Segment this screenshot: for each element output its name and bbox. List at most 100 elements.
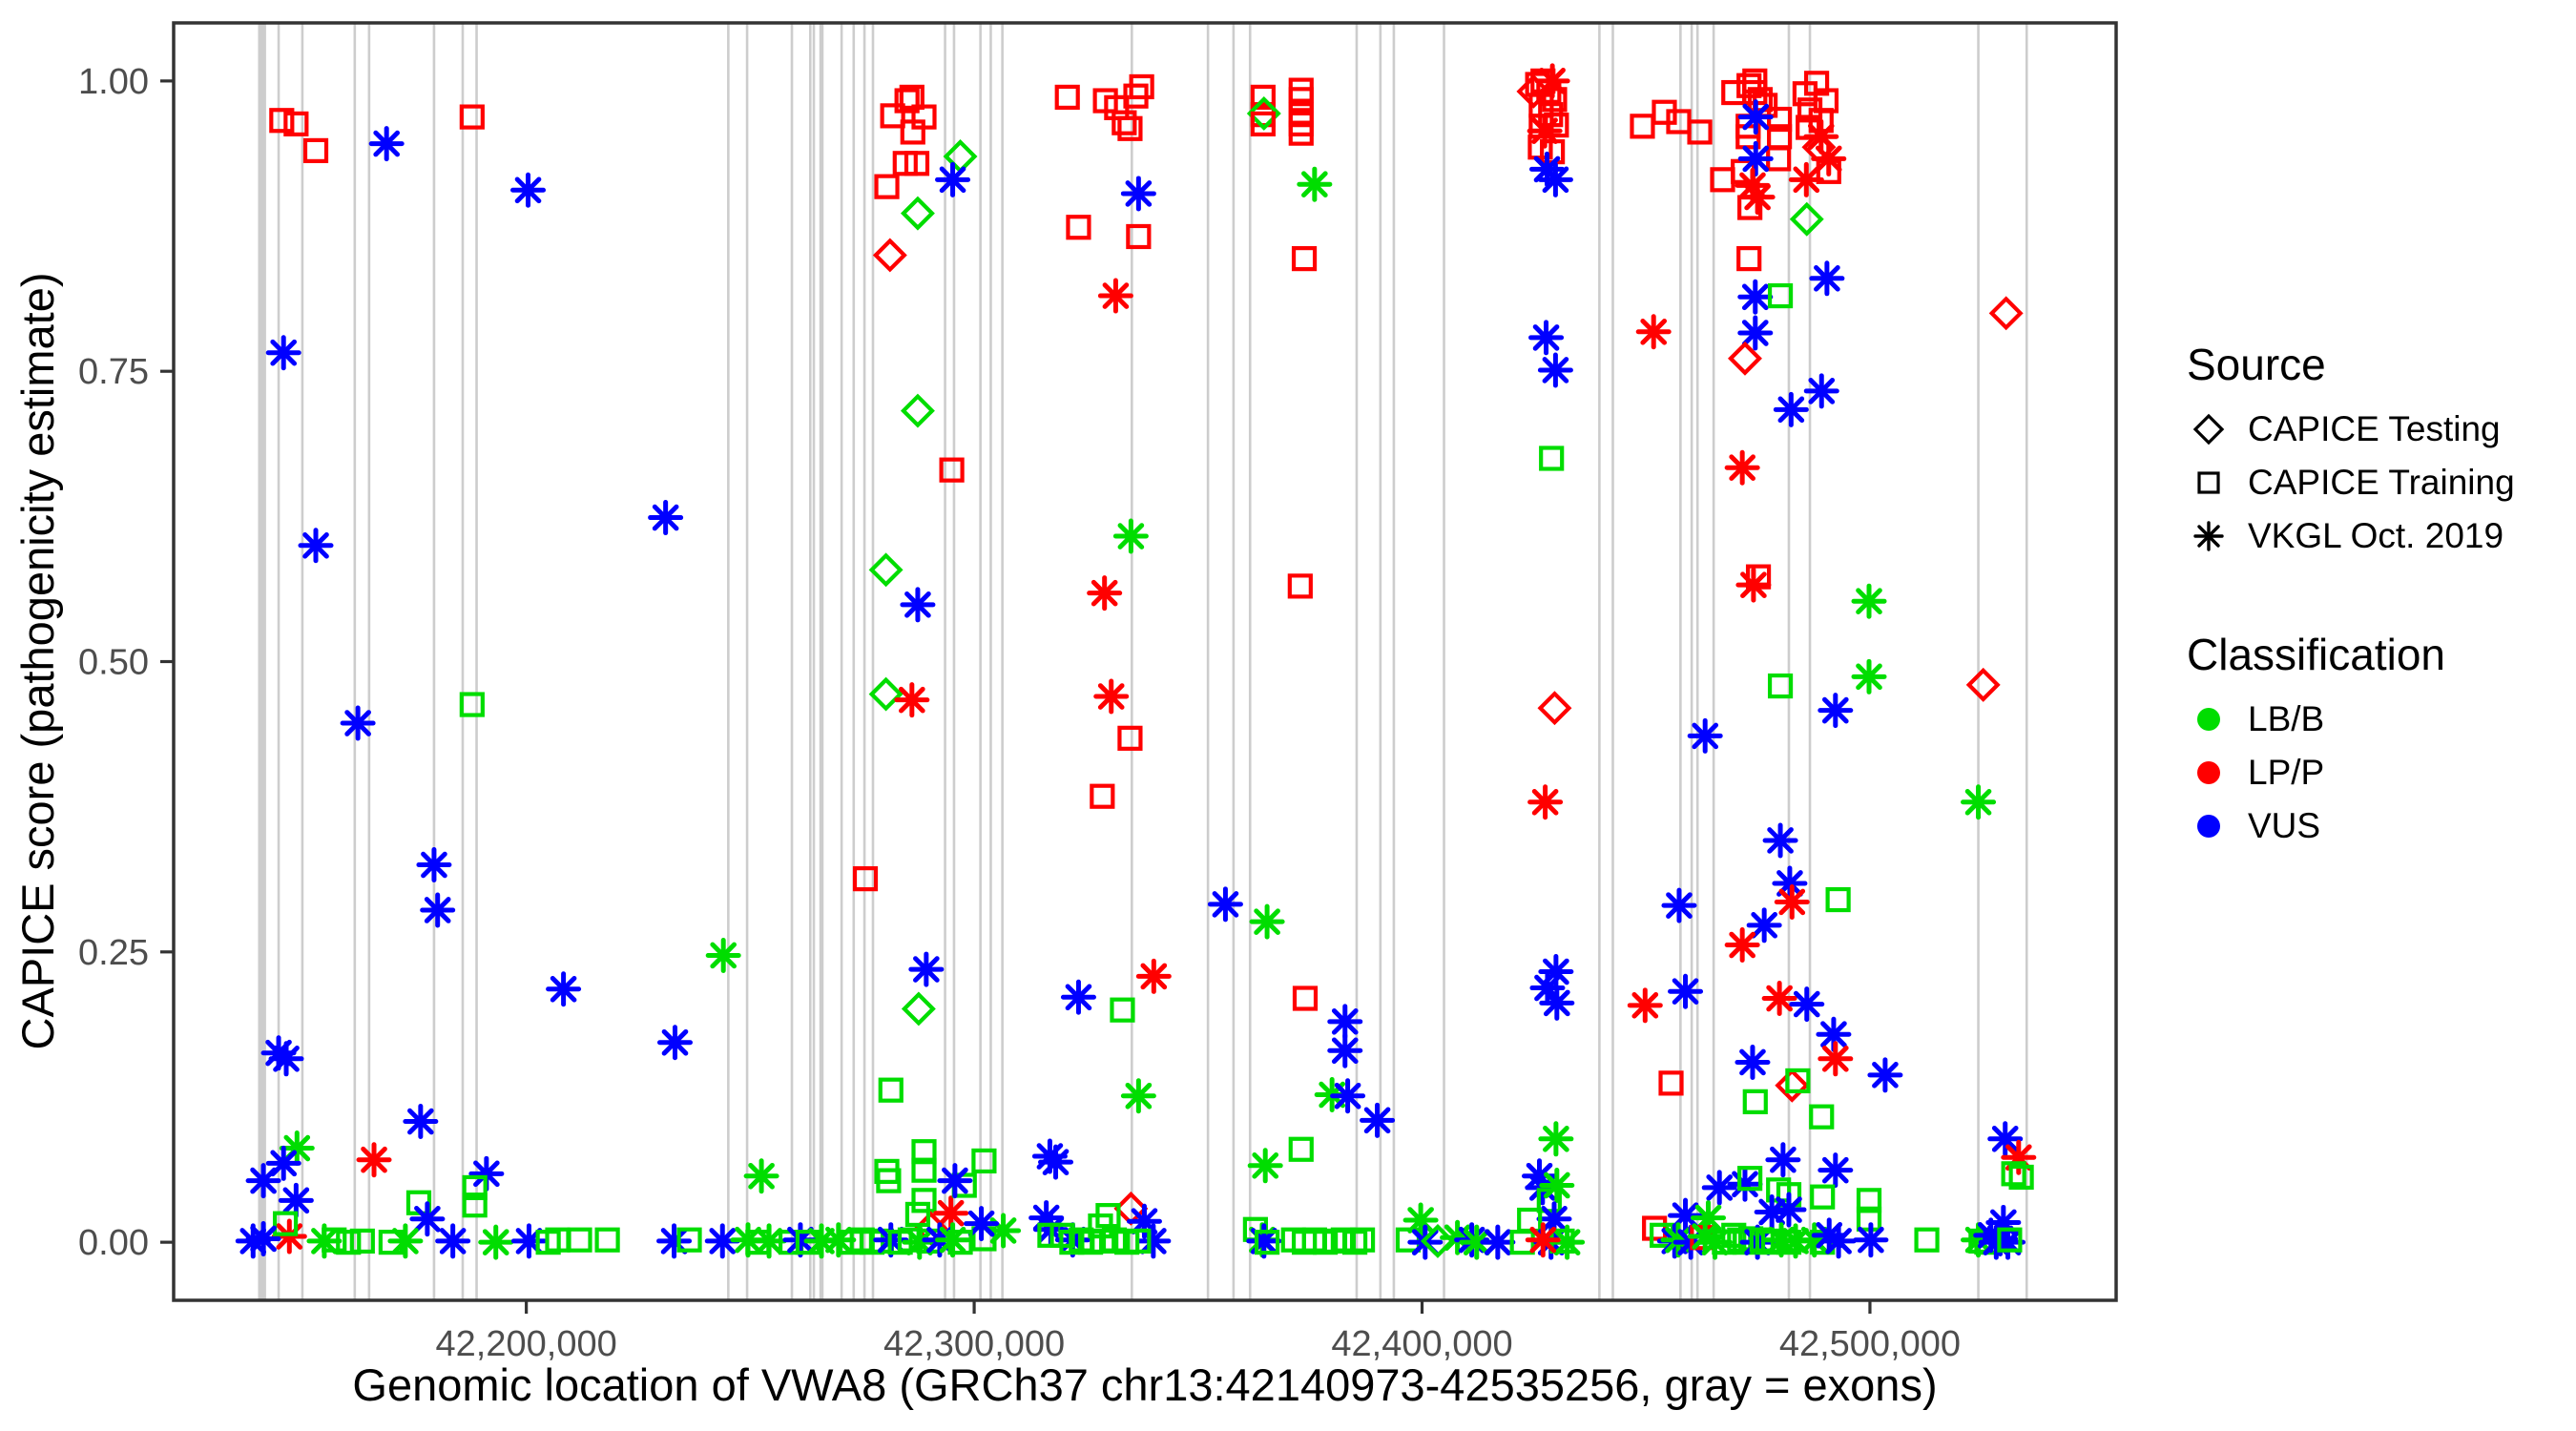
point-vkgl-asterisk — [1480, 1224, 1516, 1260]
exon-band — [432, 23, 436, 1300]
point-vkgl-asterisk — [1851, 583, 1887, 619]
exon-band — [1392, 23, 1396, 1300]
point-training-square — [1856, 1188, 1882, 1213]
point-vkgl-asterisk — [1818, 693, 1854, 729]
point-testing-diamond — [1965, 667, 2001, 702]
point-training-square — [1287, 573, 1313, 599]
point-vkgl-asterisk — [743, 1158, 779, 1194]
point-vkgl-asterisk — [935, 161, 971, 197]
point-vkgl-asterisk — [265, 335, 301, 371]
point-vkgl-asterisk — [409, 1201, 446, 1237]
point-vkgl-asterisk — [1087, 575, 1123, 612]
exon-band — [2025, 23, 2028, 1300]
point-vkgl-asterisk — [1789, 986, 1825, 1023]
point-training-square — [1117, 115, 1143, 141]
point-vkgl-asterisk — [546, 971, 582, 1007]
point-vkgl-asterisk — [1120, 176, 1156, 212]
exon-band — [1690, 23, 1693, 1300]
point-vkgl-asterisk — [1528, 320, 1565, 356]
point-vkgl-asterisk — [1539, 1167, 1575, 1203]
exon-band — [1712, 23, 1715, 1300]
exon-band — [862, 23, 866, 1300]
point-training-square — [1736, 246, 1762, 272]
exon-band — [808, 23, 812, 1300]
legend-spacer — [2187, 563, 2568, 630]
point-training-square — [1066, 215, 1091, 240]
point-training-square — [911, 1139, 937, 1165]
point-vkgl-asterisk — [1816, 1016, 1852, 1052]
legend-item-vkgl: VKGL Oct. 2019 — [2187, 509, 2568, 563]
point-vkgl-asterisk — [1360, 1102, 1396, 1138]
point-training-square — [1710, 167, 1735, 193]
exon-band — [1598, 23, 1601, 1300]
x-tick-label: 42,400,000 — [1331, 1324, 1512, 1364]
exon-band — [1131, 23, 1133, 1300]
exon-band — [790, 23, 794, 1300]
point-training-square — [904, 1201, 931, 1228]
point-training-square — [1809, 1104, 1835, 1130]
point-training-square — [272, 1211, 299, 1236]
point-training-square — [336, 1230, 362, 1255]
point-vkgl-asterisk — [1093, 678, 1130, 715]
point-vkgl-asterisk — [1135, 1223, 1172, 1259]
point-training-square — [349, 1228, 375, 1255]
point-vkgl-asterisk — [900, 587, 936, 623]
point-training-square — [1250, 111, 1276, 137]
point-training-square — [1825, 886, 1851, 913]
point-vkgl-asterisk — [1867, 1057, 1903, 1093]
legend-classification-title: Classification — [2187, 630, 2445, 679]
point-vkgl-asterisk — [1249, 903, 1285, 940]
point-vkgl-asterisk — [1402, 1202, 1439, 1238]
legend-item-lpp: LP/P — [2187, 746, 2568, 799]
point-training-square — [894, 88, 920, 114]
point-vkgl-asterisk — [403, 1104, 439, 1140]
point-vkgl-asterisk — [1525, 1222, 1561, 1258]
point-training-square — [1687, 119, 1713, 145]
exon-band — [1355, 23, 1359, 1300]
point-training-square — [1126, 1228, 1152, 1255]
point-testing-diamond — [868, 552, 904, 588]
point-vkgl-asterisk — [1097, 278, 1133, 314]
point-vkgl-asterisk — [1818, 1152, 1854, 1189]
point-training-square — [594, 1227, 620, 1253]
point-vkgl-asterisk — [1735, 167, 1771, 203]
point-training-square — [1291, 246, 1318, 272]
point-training-square — [1341, 1230, 1368, 1255]
point-training-square — [1721, 79, 1747, 106]
diamond-open-icon — [2192, 413, 2225, 446]
point-training-square — [1117, 725, 1143, 751]
point-vkgl-asterisk — [656, 1223, 693, 1259]
point-training-square — [1914, 1227, 1940, 1253]
point-training-square — [1767, 673, 1794, 699]
point-training-square — [911, 1157, 937, 1183]
point-training-square — [904, 151, 930, 176]
point-vkgl-asterisk — [416, 847, 452, 883]
point-training-square — [1090, 783, 1115, 809]
square-open-icon — [2197, 471, 2220, 494]
lbb-dot-icon — [2197, 708, 2220, 731]
point-training-square — [874, 174, 900, 199]
y-axis-title: CAPICE score (pathogenicity estimate) — [12, 273, 63, 1050]
point-vkgl-asterisk — [1961, 784, 1997, 820]
point-training-square — [322, 1227, 347, 1253]
exon-band — [727, 23, 730, 1300]
legend-label-lbb: LB/B — [2248, 699, 2325, 738]
point-training-square — [900, 119, 925, 145]
point-training-square — [880, 103, 905, 129]
point-vkgl-asterisk — [1735, 567, 1772, 603]
point-training-square — [1288, 1136, 1314, 1162]
data-points — [235, 63, 2037, 1260]
point-training-square — [1658, 1070, 1684, 1096]
point-vkgl-asterisk — [1687, 717, 1723, 754]
exon-band — [952, 23, 956, 1300]
point-vkgl-asterisk — [1668, 973, 1704, 1009]
point-vkgl-asterisk — [1330, 1078, 1366, 1114]
legend-label-capice-testing: CAPICE Testing — [2248, 409, 2501, 448]
x-tick-label: 42,300,000 — [883, 1324, 1065, 1364]
x-tick-label: 42,200,000 — [436, 1324, 617, 1364]
asterisk-icon — [2193, 521, 2224, 551]
point-training-square — [947, 1230, 973, 1255]
point-training-square — [1630, 114, 1655, 139]
point-vkgl-asterisk — [1701, 1170, 1737, 1206]
